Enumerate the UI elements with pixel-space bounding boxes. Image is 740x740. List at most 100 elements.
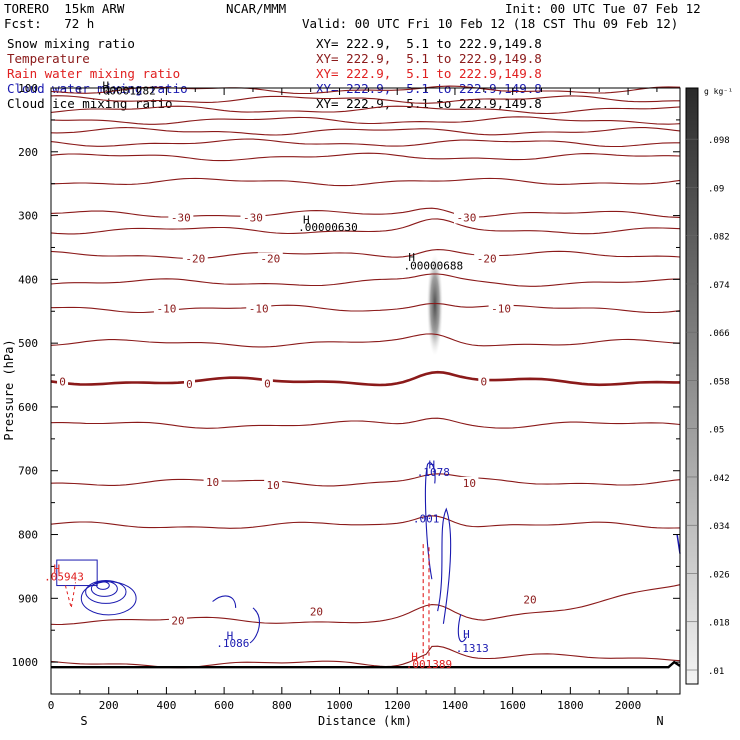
temperature-label: 10 xyxy=(463,477,476,490)
isotherm--20 xyxy=(50,249,681,260)
temperature-label: -10 xyxy=(156,303,176,316)
cloud-water-contour xyxy=(457,614,467,643)
model-title: TORERO 15km ARW xyxy=(4,1,125,16)
temperature-label-bg xyxy=(240,211,266,224)
colorbar-tick-label: .026 xyxy=(708,570,730,580)
temperature-label-bg xyxy=(182,252,208,265)
colorbar-tick-label: .066 xyxy=(708,329,730,339)
temperature-label-bg xyxy=(488,302,514,315)
temperature-label-bg xyxy=(57,375,69,388)
colorbar-tick-label: .042 xyxy=(708,474,730,484)
temperature-label-bg xyxy=(153,302,179,315)
temperature-label: -10 xyxy=(249,303,269,316)
extremum-label: H xyxy=(463,628,470,641)
temperature-label: 20 xyxy=(310,606,323,619)
temperature-label: 20 xyxy=(171,615,184,628)
x-tick-label: 400 xyxy=(156,699,176,712)
x-tick-label: 600 xyxy=(214,699,234,712)
colorbar-tick-label: .01 xyxy=(708,667,724,677)
extremum-label: .1086 xyxy=(216,637,249,650)
cloud-water-contour xyxy=(56,559,98,587)
cloud-water-contour xyxy=(90,580,118,597)
colorbar-scale xyxy=(685,87,699,685)
plot-frame xyxy=(50,87,681,695)
temperature-label: 20 xyxy=(523,594,536,607)
x-tick-label: 2000 xyxy=(615,699,642,712)
extremum-label: .001 xyxy=(413,513,440,526)
extremum-label: .05943 xyxy=(44,571,84,584)
temperature-label: 0 xyxy=(264,377,271,390)
extremum-label: .00000688 xyxy=(404,259,464,272)
temperature-label: 0 xyxy=(186,378,193,391)
temperature-labels: -30 -30 -30 -20 -20 -20 -10 -10 -10 0 0 0 0 10 10 10 20 2… xyxy=(57,211,539,628)
extremum-label: .1078 xyxy=(417,466,450,479)
y-tick-label: 1000 xyxy=(12,656,39,669)
temperature-label-bg xyxy=(520,593,539,606)
x-tick-label: 1400 xyxy=(442,699,469,712)
ground-surface xyxy=(51,660,681,669)
cloud-water-contour xyxy=(212,595,237,608)
isotherm-15 xyxy=(50,515,681,529)
colorbar-tick-label: .05 xyxy=(708,426,724,436)
y-axis-label: Pressure (hPa) xyxy=(2,339,16,440)
extremum-label: .001389 xyxy=(406,658,452,671)
extremum-label: H xyxy=(303,213,310,226)
colorbar-tick-label: .018 xyxy=(708,619,730,629)
forecast-hour: Fcst: 72 h xyxy=(4,16,95,31)
temperature-label-bg xyxy=(168,614,187,627)
ground-line xyxy=(51,660,681,669)
cloud-water-contour xyxy=(96,581,110,590)
temperature-label-bg xyxy=(307,605,326,618)
y-tick-label: 100 xyxy=(18,82,38,95)
extrema-annotations: H.00001282H.00000630H.00000688H.1078.001… xyxy=(44,79,489,671)
isotherm--5 xyxy=(50,333,681,348)
temperature-label: -30 xyxy=(457,211,477,224)
field-xy-snow: XY= 222.9, 5.1 to 222.9,149.8 xyxy=(316,36,542,51)
center-title: NCAR/MMM xyxy=(226,1,287,16)
colorbar-tick-label: .034 xyxy=(708,522,730,532)
isotherm-0 xyxy=(50,370,680,387)
temperature-contours xyxy=(50,85,681,669)
field-name-snow: Snow mixing ratio xyxy=(7,36,135,51)
field-xy-rain: XY= 222.9, 5.1 to 222.9,149.8 xyxy=(316,66,542,81)
colorbar: .01 .018 .026 .034 .042 .05 .058 .066 .074 .082 .0… xyxy=(685,87,733,685)
temperature-label: -20 xyxy=(260,252,280,265)
x-axis: 0 200 400 600 800 1000 1200 1400 1600 1800 2000 xyxy=(48,88,658,712)
cloud-water-contour xyxy=(249,607,260,644)
colorbar-tick-label: .074 xyxy=(708,281,730,291)
x-tick-label: 800 xyxy=(272,699,292,712)
temperature-label: 0 xyxy=(480,375,487,388)
temperature-label-bg xyxy=(478,375,490,388)
x-tick-label: 1200 xyxy=(384,699,411,712)
isotherm-20 xyxy=(50,584,681,626)
north-end-label: N xyxy=(656,714,663,728)
temperature-label: 10 xyxy=(206,476,219,489)
x-tick-label: 0 xyxy=(48,699,55,712)
plot-border xyxy=(50,87,681,695)
cloud-water-contour xyxy=(437,507,452,624)
isotherm--10 xyxy=(50,302,681,314)
temperature-label: 10 xyxy=(267,479,280,492)
temperature-label-bg xyxy=(168,211,194,224)
extremum-label: .00000630 xyxy=(298,221,358,234)
temperature-label: -30 xyxy=(171,211,191,224)
temperature-label-bg xyxy=(246,302,272,315)
extremum-label: H xyxy=(53,562,60,575)
isotherm--55 xyxy=(50,116,681,125)
colorbar-tick-label: .058 xyxy=(708,377,730,387)
cloud-water-contour xyxy=(85,579,127,604)
snow-max-shading xyxy=(426,253,443,356)
isotherm--50 xyxy=(50,127,681,136)
init-time: Init: 00 UTC Tue 07 Feb 12 xyxy=(505,1,701,16)
x-tick-label: 1600 xyxy=(499,699,526,712)
temperature-label: -10 xyxy=(491,303,511,316)
isotherm--70 xyxy=(50,85,681,95)
isotherm--40 xyxy=(50,152,681,162)
field-xy-temperature: XY= 222.9, 5.1 to 222.9,149.8 xyxy=(316,51,542,66)
temperature-label: -30 xyxy=(243,211,263,224)
isotherm--65 xyxy=(50,95,680,104)
y-tick-label: 700 xyxy=(18,465,38,478)
y-tick-label: 600 xyxy=(18,401,38,414)
x-tick-label: 200 xyxy=(99,699,119,712)
south-end-label: S xyxy=(80,714,87,728)
